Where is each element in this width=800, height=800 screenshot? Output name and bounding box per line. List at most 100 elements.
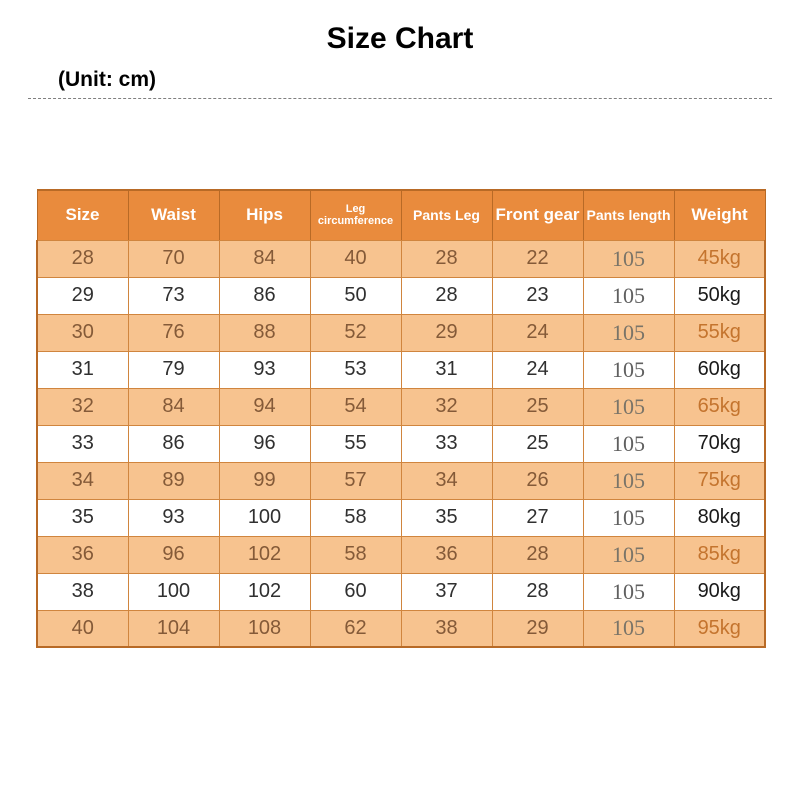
table-cell: 75kg: [674, 462, 765, 499]
table-cell: 25: [492, 425, 583, 462]
column-header: Leg circumference: [310, 190, 401, 240]
table-cell: 54: [310, 388, 401, 425]
table-cell: 99: [219, 462, 310, 499]
table-cell: 29: [37, 277, 128, 314]
table-cell: 96: [219, 425, 310, 462]
table-cell: 52: [310, 314, 401, 351]
table-cell: 30: [37, 314, 128, 351]
table-cell: 45kg: [674, 240, 765, 277]
table-cell: 33: [37, 425, 128, 462]
table-header: SizeWaistHipsLeg circumferencePants LegF…: [37, 190, 765, 240]
table-cell: 50: [310, 277, 401, 314]
table-cell: 28: [492, 536, 583, 573]
table-row: 4010410862382910595kg: [37, 610, 765, 647]
table-cell: 102: [219, 536, 310, 573]
table-cell: 84: [128, 388, 219, 425]
table-cell: 73: [128, 277, 219, 314]
column-header: Hips: [219, 190, 310, 240]
column-header: Pants Leg: [401, 190, 492, 240]
table-cell: 28: [492, 573, 583, 610]
table-row: 30768852292410555kg: [37, 314, 765, 351]
table-cell: 93: [219, 351, 310, 388]
table-cell: 34: [401, 462, 492, 499]
table-cell: 35: [37, 499, 128, 536]
table-cell: 26: [492, 462, 583, 499]
table-cell: 28: [401, 240, 492, 277]
table-cell: 29: [492, 610, 583, 647]
table-cell: 85kg: [674, 536, 765, 573]
table-cell: 38: [37, 573, 128, 610]
table-cell: 105: [583, 425, 674, 462]
unit-row: (Unit: cm): [0, 68, 800, 96]
table-cell: 105: [583, 388, 674, 425]
table-row: 31799353312410560kg: [37, 351, 765, 388]
table-cell: 37: [401, 573, 492, 610]
table-row: 28708440282210545kg: [37, 240, 765, 277]
table-cell: 105: [583, 314, 674, 351]
table-cell: 70kg: [674, 425, 765, 462]
table-cell: 28: [401, 277, 492, 314]
column-header: Front gear: [492, 190, 583, 240]
table-cell: 105: [583, 573, 674, 610]
table-cell: 53: [310, 351, 401, 388]
column-header: Size: [37, 190, 128, 240]
table-cell: 90kg: [674, 573, 765, 610]
table-cell: 100: [219, 499, 310, 536]
table-cell: 32: [37, 388, 128, 425]
table-cell: 60: [310, 573, 401, 610]
table-cell: 102: [219, 573, 310, 610]
column-header: Pants length: [583, 190, 674, 240]
table-cell: 105: [583, 610, 674, 647]
table-cell: 24: [492, 351, 583, 388]
table-cell: 23: [492, 277, 583, 314]
table-cell: 29: [401, 314, 492, 351]
table-cell: 105: [583, 277, 674, 314]
table-cell: 22: [492, 240, 583, 277]
table-cell: 105: [583, 351, 674, 388]
table-cell: 36: [401, 536, 492, 573]
table-cell: 24: [492, 314, 583, 351]
column-header: Weight: [674, 190, 765, 240]
table-cell: 28: [37, 240, 128, 277]
table-cell: 38: [401, 610, 492, 647]
table-cell: 88: [219, 314, 310, 351]
table-cell: 105: [583, 499, 674, 536]
table-cell: 94: [219, 388, 310, 425]
table-cell: 62: [310, 610, 401, 647]
table-cell: 36: [37, 536, 128, 573]
table-cell: 93: [128, 499, 219, 536]
table-cell: 86: [128, 425, 219, 462]
table-cell: 76: [128, 314, 219, 351]
unit-label: (Unit: cm): [58, 68, 156, 91]
table-cell: 57: [310, 462, 401, 499]
table-row: 33869655332510570kg: [37, 425, 765, 462]
table-cell: 33: [401, 425, 492, 462]
table-cell: 27: [492, 499, 583, 536]
table-cell: 58: [310, 536, 401, 573]
table-cell: 34: [37, 462, 128, 499]
table-cell: 31: [401, 351, 492, 388]
table-cell: 40: [37, 610, 128, 647]
table-cell: 25: [492, 388, 583, 425]
table-row: 3810010260372810590kg: [37, 573, 765, 610]
table-cell: 70: [128, 240, 219, 277]
table-cell: 40: [310, 240, 401, 277]
table-cell: 31: [37, 351, 128, 388]
table-cell: 104: [128, 610, 219, 647]
table-body: 28708440282210545kg29738650282310550kg30…: [37, 240, 765, 647]
table-cell: 105: [583, 240, 674, 277]
table-cell: 65kg: [674, 388, 765, 425]
table-cell: 55kg: [674, 314, 765, 351]
table-row: 369610258362810585kg: [37, 536, 765, 573]
table-row: 32849454322510565kg: [37, 388, 765, 425]
table-cell: 35: [401, 499, 492, 536]
table-cell: 80kg: [674, 499, 765, 536]
table-cell: 100: [128, 573, 219, 610]
table-row: 359310058352710580kg: [37, 499, 765, 536]
table-cell: 50kg: [674, 277, 765, 314]
table-cell: 89: [128, 462, 219, 499]
table-cell: 108: [219, 610, 310, 647]
table-cell: 86: [219, 277, 310, 314]
table-row: 34899957342610575kg: [37, 462, 765, 499]
table-container: SizeWaistHipsLeg circumferencePants LegF…: [0, 99, 800, 648]
